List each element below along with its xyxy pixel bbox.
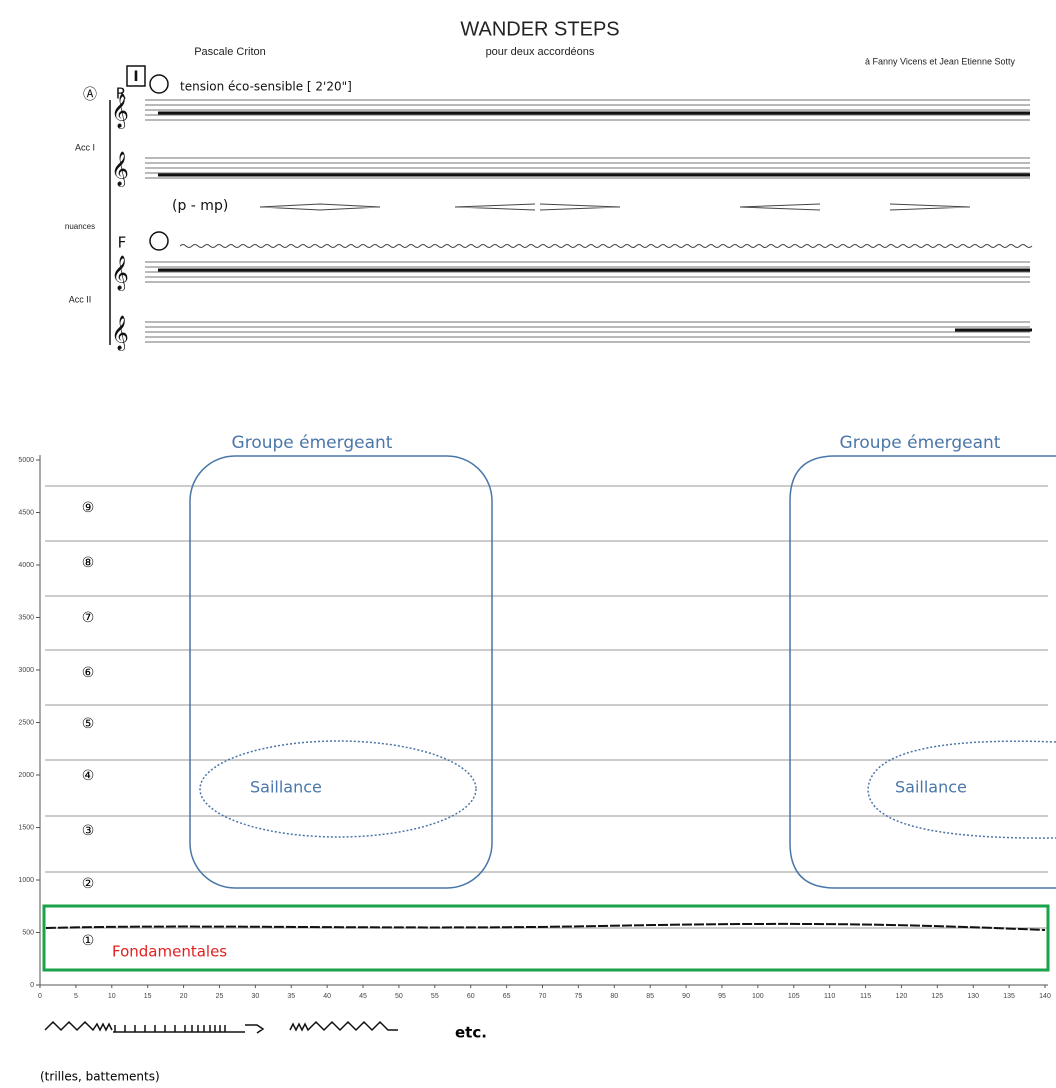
partial-number: ③	[82, 823, 95, 839]
x-tick-label: 35	[287, 993, 295, 1000]
score-subtitle: pour deux accordéons	[486, 46, 595, 58]
dynamics: (p - mp)	[172, 198, 228, 214]
x-tick-label: 25	[216, 993, 224, 1000]
composer: Pascale Criton	[194, 46, 266, 58]
y-tick-label: 2000	[18, 772, 34, 779]
y-tick-label: 4000	[18, 562, 34, 569]
register: R	[116, 85, 126, 103]
x-tick-label: 120	[896, 993, 908, 1000]
clef: 𝄞	[111, 256, 129, 292]
accordion-symbol	[149, 74, 169, 94]
y-tick-label: 3000	[18, 667, 34, 674]
score-title: WANDER STEPS	[460, 18, 619, 40]
group-label: Groupe émergeant	[232, 433, 393, 453]
x-tick-label: 10	[108, 993, 116, 1000]
x-tick-label: 75	[574, 993, 582, 1000]
x-tick-label: 20	[180, 993, 188, 1000]
rehearsal-mark: Ⓐ	[83, 87, 97, 103]
staves: 𝄞 𝄞 𝄞 𝄞	[109, 94, 1033, 352]
x-tick-label: 85	[646, 993, 654, 1000]
x-tick-label: 15	[144, 993, 152, 1000]
x-tick-label: 50	[395, 993, 403, 1000]
wavy-line	[179, 244, 1033, 248]
partial-number: ⑧	[82, 555, 95, 571]
y-tick-label: 500	[22, 929, 34, 936]
x-tick-label: 60	[467, 993, 475, 1000]
y-tick-label: 5000	[18, 457, 34, 464]
x-tick-label: 140	[1039, 993, 1051, 1000]
partial-number: ⑥	[82, 665, 95, 681]
x-tick-label: 115	[860, 993, 871, 1000]
fundamental-box	[42, 904, 1050, 972]
legend-end: etc.	[455, 1024, 487, 1042]
x-tick-label: 90	[682, 993, 690, 1000]
partial-number: ④	[82, 768, 95, 784]
fundamental-label: Fondamentales	[112, 943, 227, 961]
register: F	[118, 234, 127, 252]
y-tick-label: 0	[30, 982, 34, 989]
x-tick-label: 45	[359, 993, 367, 1000]
x-tick-label: 95	[718, 993, 726, 1000]
y-tick-label: 1000	[18, 877, 34, 884]
x-tick-label: 40	[323, 993, 331, 1000]
legend-caption: (trilles, battements)	[40, 1070, 160, 1084]
staff-label: Acc II	[69, 294, 92, 304]
group-box	[189, 455, 493, 889]
group-label: Groupe émergeant	[840, 433, 1001, 453]
x-tick-label: 135	[1003, 993, 1015, 1000]
x-tick-label: 105	[788, 993, 800, 1000]
x-tick-label: 110	[824, 993, 835, 1000]
x-tick-label: 0	[38, 993, 42, 1000]
section-box	[126, 65, 146, 87]
partial-number: ⑨	[82, 500, 95, 516]
y-tick-label: 3500	[18, 614, 34, 621]
salience-ellipse	[867, 740, 1056, 839]
salience-label: Saillance	[895, 778, 967, 797]
group-box	[789, 455, 1056, 889]
trill-diagram	[44, 1020, 398, 1034]
clef: 𝄞	[111, 94, 129, 130]
section: I	[133, 69, 138, 85]
y-tick-label: 4500	[18, 509, 34, 516]
x-tick-label: 80	[610, 993, 618, 1000]
partial-number: ⑤	[82, 716, 95, 732]
salience-label: Saillance	[250, 778, 322, 797]
x-tick-label: 130	[967, 993, 979, 1000]
y-tick-label: 1500	[18, 824, 34, 831]
clef: 𝄞	[111, 316, 129, 352]
staff-label: nuances	[65, 222, 95, 231]
partial-number: ①	[82, 933, 95, 949]
spectrogram: 0500100015002000250030003500400045005000…	[18, 455, 1051, 1000]
x-tick-label: 125	[931, 993, 943, 1000]
x-tick-label: 100	[752, 993, 764, 1000]
x-tick-label: 55	[431, 993, 439, 1000]
partial-number: ⑦	[82, 610, 95, 626]
x-tick-label: 30	[251, 993, 259, 1000]
salience-ellipse	[199, 740, 477, 838]
x-tick-label: 65	[503, 993, 511, 1000]
x-tick-label: 5	[74, 993, 78, 1000]
x-tick-label: 70	[539, 993, 547, 1000]
hairpins	[259, 203, 971, 211]
y-tick-label: 2500	[18, 719, 34, 726]
dedication: à Fanny Vicens et Jean Etienne Sotty	[865, 56, 1015, 66]
accordion-symbol	[149, 231, 169, 251]
staff-label: Acc I	[75, 142, 95, 152]
fundamental-trace	[45, 922, 1046, 931]
tempo: tension éco-sensible [ 2'20"]	[180, 80, 352, 94]
partial-number: ②	[82, 876, 95, 892]
clef: 𝄞	[111, 152, 129, 188]
